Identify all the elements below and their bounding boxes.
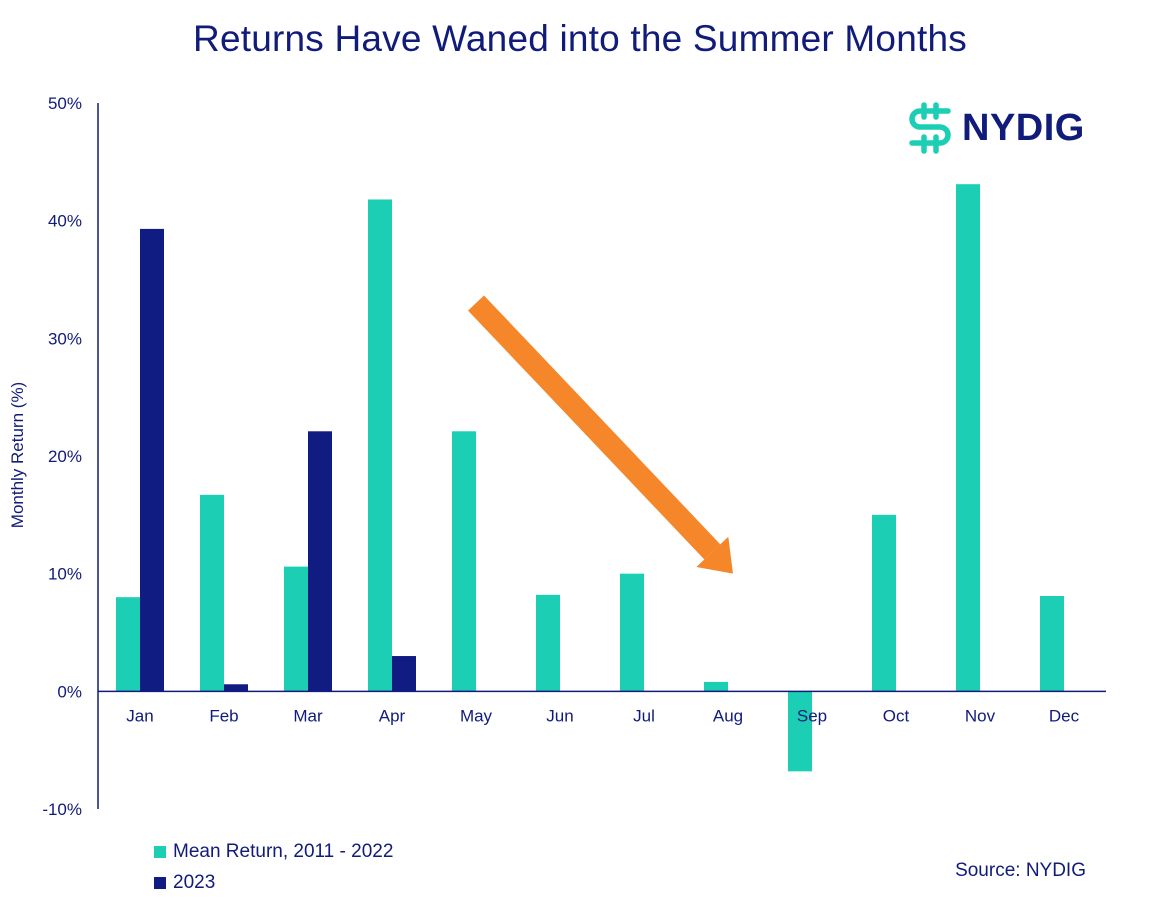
bar-mean-feb bbox=[200, 494, 224, 692]
legend-label-2023: 2023 bbox=[173, 872, 216, 893]
x-tick-label: May bbox=[460, 706, 493, 725]
bar-mean-oct bbox=[872, 514, 896, 692]
chart-title: Returns Have Waned into the Summer Month… bbox=[193, 18, 967, 59]
y-tick-label: 20% bbox=[48, 447, 82, 466]
bar-mean-jan bbox=[116, 597, 140, 692]
y-axis-label: Monthly Return (%) bbox=[8, 381, 27, 529]
bar-mean-nov bbox=[956, 184, 980, 692]
bar-mean-may bbox=[452, 431, 476, 692]
bar-2023-jan bbox=[140, 228, 164, 692]
x-tick-label: Feb bbox=[209, 706, 238, 725]
x-tick-label: Mar bbox=[293, 706, 323, 725]
y-tick-label: 40% bbox=[48, 212, 82, 231]
y-tick-label: 30% bbox=[48, 329, 82, 348]
x-tick-label: Dec bbox=[1049, 706, 1080, 725]
x-tick-label: Nov bbox=[965, 706, 996, 725]
y-axis-ticks: -10% 0% 10% 20% 30% 40% 50% bbox=[42, 94, 82, 819]
x-tick-label: Jan bbox=[126, 706, 153, 725]
bar-2023-apr bbox=[392, 656, 416, 692]
bar-mean-apr bbox=[368, 199, 392, 692]
bar-mean-aug bbox=[704, 681, 728, 692]
bar-mean-jul bbox=[620, 573, 644, 692]
legend-item-2023: 2023 bbox=[154, 872, 215, 894]
bar-mean-jun bbox=[536, 594, 560, 692]
bar-mean-sep bbox=[788, 691, 812, 772]
bar-2023-mar bbox=[308, 431, 332, 692]
x-tick-label: Oct bbox=[883, 706, 910, 725]
legend-label-mean: Mean Return, 2011 - 2022 bbox=[173, 841, 394, 862]
source-note: Source: NYDIG bbox=[955, 860, 1086, 881]
y-tick-label: 50% bbox=[48, 94, 82, 113]
bar-2023-feb bbox=[224, 684, 248, 692]
x-tick-label: Apr bbox=[379, 706, 406, 725]
y-tick-label: 0% bbox=[57, 682, 82, 701]
trend-arrow-shaft bbox=[468, 295, 721, 560]
x-tick-label: Sep bbox=[797, 706, 827, 725]
bars bbox=[116, 184, 1064, 772]
logo-text: NYDIG bbox=[962, 106, 1085, 149]
x-axis-ticks: Jan Feb Mar Apr May Jun Jul Aug Sep Oct Nov Dec bbox=[126, 706, 1079, 725]
bar-mean-dec bbox=[1040, 596, 1064, 692]
legend-swatch-mean bbox=[154, 846, 166, 858]
x-tick-label: Jun bbox=[546, 706, 573, 725]
trend-arrow-head bbox=[696, 536, 733, 574]
nydig-logo-icon bbox=[909, 102, 951, 154]
y-tick-label: -10% bbox=[42, 800, 82, 819]
y-tick-label: 10% bbox=[48, 565, 82, 584]
trend-arrow-annotation bbox=[468, 295, 733, 574]
bar-mean-mar bbox=[284, 566, 308, 692]
x-tick-label: Jul bbox=[633, 706, 655, 725]
x-tick-label: Aug bbox=[713, 706, 743, 725]
nydig-logo: NYDIG bbox=[904, 102, 1085, 154]
legend-item-mean: Mean Return, 2011 - 2022 bbox=[154, 841, 393, 863]
legend-swatch-2023 bbox=[154, 877, 166, 889]
